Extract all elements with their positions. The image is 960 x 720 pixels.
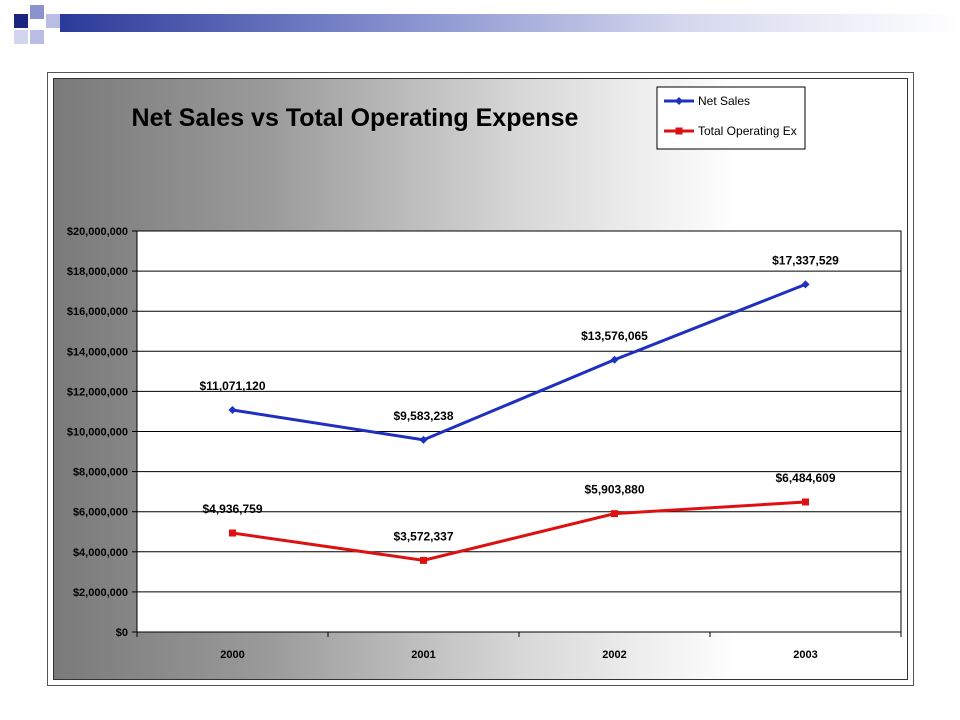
data-label: $13,576,065 bbox=[581, 329, 648, 343]
legend: Net Sales Total Operating Ex bbox=[656, 86, 806, 150]
data-label: $4,936,759 bbox=[202, 502, 262, 516]
data-label: $6,484,609 bbox=[775, 471, 835, 485]
y-tick-label: $6,000,000 bbox=[73, 507, 128, 519]
data-label: $3,572,337 bbox=[393, 529, 453, 543]
x-tick-label: 2002 bbox=[602, 649, 626, 661]
y-tick-label: $10,000,000 bbox=[67, 427, 128, 439]
x-tick-label: 2001 bbox=[411, 649, 435, 661]
y-tick-label: $20,000,000 bbox=[67, 226, 128, 238]
y-tick-label: $8,000,000 bbox=[73, 467, 128, 479]
data-point bbox=[610, 355, 619, 364]
y-tick-label: $14,000,000 bbox=[67, 346, 128, 358]
y-tick-label: $16,000,000 bbox=[67, 306, 128, 318]
data-point bbox=[801, 280, 810, 289]
legend-label-2: Total Operating Ex bbox=[698, 124, 797, 138]
series-line-2 bbox=[232, 500, 806, 562]
data-point bbox=[228, 406, 237, 415]
data-point bbox=[611, 510, 618, 518]
y-tick-label: $12,000,000 bbox=[67, 386, 128, 398]
corner-square-4 bbox=[30, 30, 44, 44]
data-point bbox=[419, 435, 428, 444]
corner-square-1 bbox=[14, 14, 28, 28]
legend-label-1: Net Sales bbox=[698, 94, 750, 108]
data-label: $11,071,120 bbox=[199, 379, 265, 393]
series-line-1 bbox=[232, 282, 807, 442]
corner-square-2 bbox=[30, 5, 44, 19]
y-tick-label: $18,000,000 bbox=[67, 266, 128, 278]
data-label: $17,337,529 bbox=[772, 253, 839, 267]
data-label: $9,583,238 bbox=[393, 409, 453, 423]
data-label: $5,903,880 bbox=[584, 483, 644, 497]
y-tick-label: $2,000,000 bbox=[73, 587, 128, 599]
data-point bbox=[229, 529, 236, 537]
corner-square-3 bbox=[46, 14, 60, 28]
x-tick-label: 2000 bbox=[220, 649, 244, 661]
legend-marker bbox=[675, 127, 683, 135]
data-point bbox=[802, 498, 809, 506]
y-tick-label: $4,000,000 bbox=[73, 547, 128, 559]
y-tick-label: $0 bbox=[116, 627, 128, 639]
corner-square-5 bbox=[14, 30, 28, 44]
chart-title: Net Sales vs Total Operating Expense bbox=[132, 104, 579, 132]
slide-top-bar bbox=[60, 14, 960, 32]
legend-box bbox=[656, 86, 806, 150]
x-tick-label: 2003 bbox=[793, 649, 817, 661]
legend-marker bbox=[675, 97, 683, 105]
data-point bbox=[420, 556, 427, 564]
